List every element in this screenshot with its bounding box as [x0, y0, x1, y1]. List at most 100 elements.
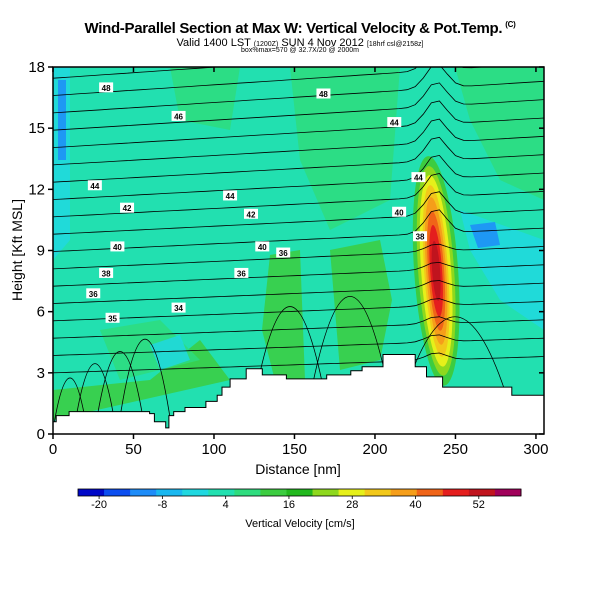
- colorbar: -20 -8 4 16 28 40 52: [77, 488, 522, 511]
- theta-label-bg: [171, 302, 186, 313]
- theta-label-text: 36: [237, 269, 246, 278]
- theta-label-bg: [99, 267, 114, 278]
- colorbar-swatch: [104, 489, 131, 496]
- theta-label: 36: [276, 247, 291, 258]
- theta-label-bg: [105, 312, 120, 323]
- theta-arch: [74, 363, 116, 424]
- theta-label: 44: [387, 117, 402, 128]
- theta-label-bg: [110, 241, 125, 252]
- y-tick-label: 9: [37, 243, 45, 260]
- x-tick-label: 200: [362, 441, 387, 458]
- valid-utc: (1200Z): [253, 41, 279, 48]
- x-tick-label: 300: [523, 441, 548, 458]
- y-tick-label: 6: [37, 304, 45, 321]
- theta-label-text: 42: [247, 210, 256, 219]
- theta-label: 48: [316, 88, 331, 99]
- x-axis: 0 50 100 150 200 250 300: [49, 67, 548, 458]
- theta-label: 44: [87, 180, 102, 191]
- field-patch: [330, 240, 392, 370]
- theta-label: 35: [105, 312, 120, 323]
- theta-label: 34: [171, 302, 186, 313]
- theta-label-text: 36: [279, 249, 288, 258]
- field-patch: [455, 67, 544, 200]
- colorbar-swatch: [182, 489, 209, 496]
- valid-main: Valid 1400 LST: [176, 37, 251, 49]
- valid-date: SUN 4 Nov 2012: [281, 37, 364, 49]
- theta-contour: [53, 136, 544, 183]
- colorbar-swatch: [494, 489, 522, 496]
- theta-label-bg: [276, 247, 291, 258]
- theta-contour: [53, 118, 544, 166]
- colorbar-swatch: [156, 489, 183, 496]
- terrain: [53, 354, 544, 434]
- theta-label-bg: [392, 206, 407, 217]
- colorbar-tick-label: 16: [283, 499, 295, 511]
- theta-contour: [53, 191, 544, 235]
- y-tick-label: 0: [37, 426, 45, 443]
- theta-label-text: 48: [319, 90, 328, 99]
- theta-label: 40: [110, 241, 125, 252]
- colorbar-tick-label: -20: [91, 499, 107, 511]
- field-patch: [290, 67, 400, 230]
- theta-label-bg: [223, 190, 238, 201]
- theta-contour: [53, 243, 544, 270]
- x-tick-label: 0: [49, 441, 57, 458]
- theta-label: 42: [120, 202, 135, 213]
- theta-label-text: 40: [395, 208, 404, 217]
- valid-model: [18hrf csl@2158z]: [366, 41, 424, 48]
- colorbar-swatch: [130, 489, 157, 496]
- colorbar-frame: [77, 488, 522, 497]
- colorbar-tick-label: 40: [409, 499, 421, 511]
- theta-label-text: 42: [123, 204, 132, 213]
- theta-label-bg: [234, 267, 249, 278]
- field-patch: [58, 80, 66, 160]
- theta-label-text: 48: [102, 84, 111, 93]
- theta-label-bg: [99, 82, 114, 93]
- theta-label-bg: [244, 208, 259, 219]
- theta-contour: [53, 173, 544, 218]
- theta-label-text: 38: [416, 233, 425, 242]
- theta-label: 38: [413, 231, 428, 242]
- theta-label-text: 44: [414, 174, 423, 183]
- theta-label-text: 44: [226, 192, 235, 201]
- x-tick-label: 50: [125, 441, 142, 458]
- theta-label: 36: [86, 288, 101, 299]
- field-patch: [150, 335, 190, 370]
- x-tick-label: 150: [282, 441, 307, 458]
- theta-contour: [53, 100, 544, 148]
- theta-contour: [53, 154, 544, 200]
- theta-label-text: 35: [108, 314, 117, 323]
- theta-contour: [53, 209, 544, 252]
- theta-arch: [95, 351, 145, 424]
- copyright-mark: (C): [505, 20, 516, 29]
- theta-label-bg: [120, 202, 135, 213]
- theta-contour: [53, 67, 223, 79]
- theta-label-bg: [171, 110, 186, 121]
- colorbar-swatch: [364, 489, 392, 496]
- theta-label: 44: [411, 172, 426, 183]
- theta-label-text: 36: [89, 290, 98, 299]
- theta-label-bg: [413, 231, 428, 242]
- y-tick-label: 18: [28, 59, 45, 76]
- plot-area: 48 46 48 44 44 44 44 42 42 40 40 40 36 38 38 36 36 34 35: [53, 67, 544, 434]
- colorbar-swatch: [390, 489, 418, 496]
- colorbar-swatch: [234, 489, 261, 496]
- x-tick-label: 250: [443, 441, 468, 458]
- theta-arch: [118, 338, 172, 424]
- colorbar-swatch: [78, 489, 105, 496]
- theta-label-text: 40: [113, 243, 122, 252]
- y-tick-label: 12: [28, 181, 45, 198]
- theta-contour: [53, 280, 544, 304]
- theta-label-bg: [411, 172, 426, 183]
- y-tick-label: 3: [37, 365, 45, 382]
- theta-label-bg: [255, 241, 270, 252]
- colorbar-tick-label: 4: [223, 499, 229, 511]
- theta-label-bg: [316, 88, 331, 99]
- colorbar-swatch: [260, 489, 287, 496]
- theta-label: 38: [99, 267, 114, 278]
- theta-label-text: 38: [102, 269, 111, 278]
- theta-label: 36: [234, 267, 249, 278]
- field-patch: [262, 250, 305, 400]
- theta-label-text: 44: [90, 182, 99, 191]
